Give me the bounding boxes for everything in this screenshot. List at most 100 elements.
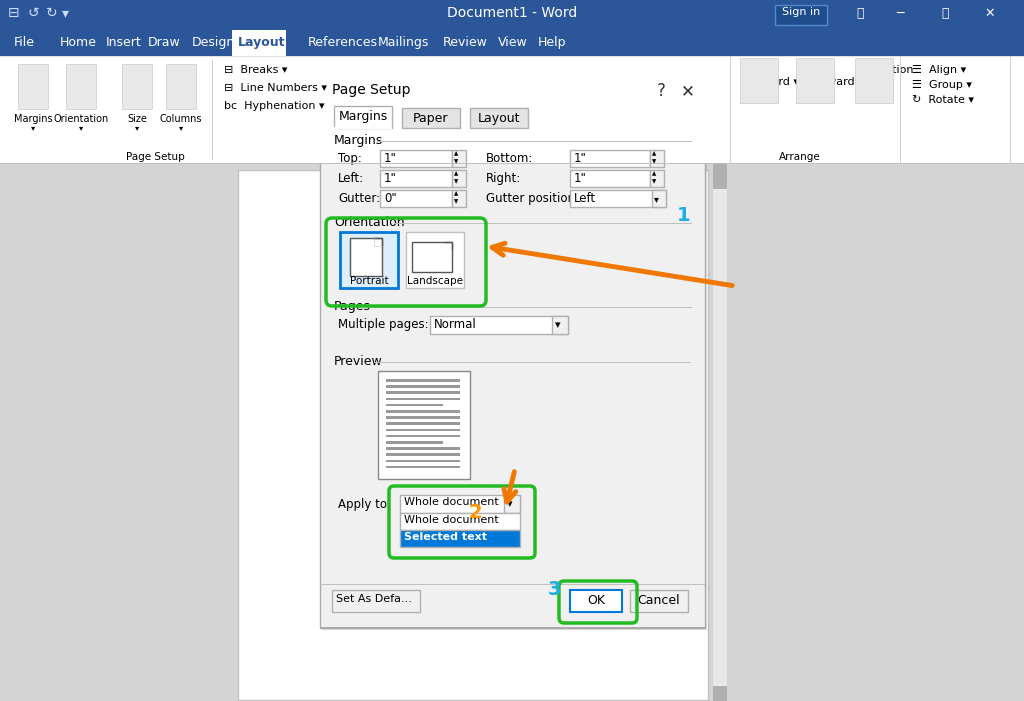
Text: ⬜: ⬜: [941, 7, 949, 20]
Bar: [332, 590, 420, 612]
Bar: [118, 62, 156, 132]
Text: ▲: ▲: [652, 171, 656, 176]
Text: ▲: ▲: [652, 151, 656, 156]
Text: Multiple pages:: Multiple pages:: [338, 318, 429, 331]
Bar: [570, 170, 650, 187]
Text: ☰  Group ▾: ☰ Group ▾: [912, 80, 972, 90]
Text: ▼: ▼: [454, 199, 459, 204]
Text: ▼: ▼: [652, 179, 656, 184]
Text: Gutter position:: Gutter position:: [486, 192, 579, 205]
Bar: [504, 495, 520, 513]
Bar: [0, 163, 1024, 164]
Text: ▲: ▲: [454, 191, 459, 196]
Bar: [0, 164, 1024, 701]
Bar: [334, 127, 392, 129]
Text: ?: ?: [657, 82, 666, 100]
Bar: [319, 104, 705, 105]
Bar: [377, 141, 692, 142]
Bar: [162, 62, 200, 132]
Text: Portrait: Portrait: [349, 276, 388, 286]
Text: Layout: Layout: [238, 36, 286, 49]
Bar: [386, 441, 443, 444]
Bar: [400, 513, 520, 530]
Text: Selected text: Selected text: [404, 532, 487, 542]
Text: Page Setup: Page Setup: [332, 83, 411, 97]
Bar: [238, 170, 708, 700]
Text: Arrange: Arrange: [779, 152, 821, 162]
Text: Orientation: Orientation: [334, 216, 404, 229]
Text: 1: 1: [677, 206, 690, 225]
Text: ⬜: ⬜: [856, 7, 864, 20]
Text: File: File: [14, 36, 35, 49]
Bar: [452, 190, 466, 207]
Text: ⊟: ⊟: [8, 6, 19, 20]
Text: ▾: ▾: [179, 123, 183, 132]
Text: ▾: ▾: [31, 123, 35, 132]
Bar: [402, 108, 460, 128]
Bar: [350, 238, 382, 276]
Text: Page Setup: Page Setup: [126, 152, 184, 162]
Text: Design: Design: [193, 36, 236, 49]
Bar: [406, 232, 464, 288]
Bar: [630, 590, 688, 612]
Text: Cancel: Cancel: [638, 594, 680, 607]
Bar: [232, 30, 286, 56]
Text: Preview: Preview: [334, 355, 383, 368]
Bar: [552, 316, 568, 334]
Text: References: References: [308, 36, 378, 49]
Bar: [334, 106, 392, 128]
Bar: [18, 64, 48, 109]
Text: Selection: Selection: [862, 65, 913, 75]
Bar: [730, 56, 1024, 164]
Bar: [368, 307, 692, 308]
Text: Send: Send: [800, 65, 828, 75]
Text: Left:: Left:: [338, 172, 365, 185]
Text: ▲: ▲: [454, 151, 459, 156]
Text: Help: Help: [538, 36, 566, 49]
Bar: [0, 0, 1024, 30]
Bar: [430, 316, 568, 334]
Bar: [386, 391, 460, 394]
Bar: [470, 108, 528, 128]
Bar: [0, 30, 1024, 56]
Text: 0": 0": [384, 192, 396, 205]
Bar: [570, 150, 650, 167]
Text: Sign in: Sign in: [782, 7, 820, 17]
Bar: [713, 164, 727, 189]
Bar: [386, 428, 460, 431]
Bar: [62, 62, 100, 132]
Bar: [713, 686, 727, 701]
Text: Columns: Columns: [160, 114, 203, 124]
Text: Right:: Right:: [486, 172, 521, 185]
Bar: [319, 584, 705, 585]
Text: ▾: ▾: [79, 123, 83, 132]
Text: OK: OK: [587, 594, 605, 607]
Text: Orientation: Orientation: [53, 114, 109, 124]
Text: Margins: Margins: [13, 114, 52, 124]
Bar: [122, 64, 152, 109]
Bar: [386, 465, 460, 468]
Bar: [386, 454, 460, 456]
Bar: [374, 362, 691, 363]
Text: ✕: ✕: [681, 82, 695, 100]
Bar: [319, 128, 705, 129]
Text: Margins: Margins: [334, 134, 383, 147]
Text: Apply to: Apply to: [338, 498, 387, 511]
Bar: [166, 64, 196, 109]
Text: Whole document: Whole document: [404, 515, 499, 525]
Text: Layout: Layout: [478, 112, 520, 125]
Bar: [650, 150, 664, 167]
Text: ▼: ▼: [454, 179, 459, 184]
Text: ─: ─: [896, 7, 904, 20]
Bar: [386, 447, 460, 450]
Bar: [380, 150, 452, 167]
Bar: [400, 495, 520, 513]
Text: 1": 1": [574, 172, 587, 185]
Text: ▲: ▲: [454, 171, 459, 176]
Bar: [386, 423, 460, 425]
Text: ↻  Rotate ▾: ↻ Rotate ▾: [912, 95, 974, 105]
Text: Normal: Normal: [434, 318, 477, 331]
Bar: [380, 170, 452, 187]
Text: Forward ▾: Forward ▾: [745, 77, 799, 87]
Text: 2: 2: [468, 503, 481, 522]
